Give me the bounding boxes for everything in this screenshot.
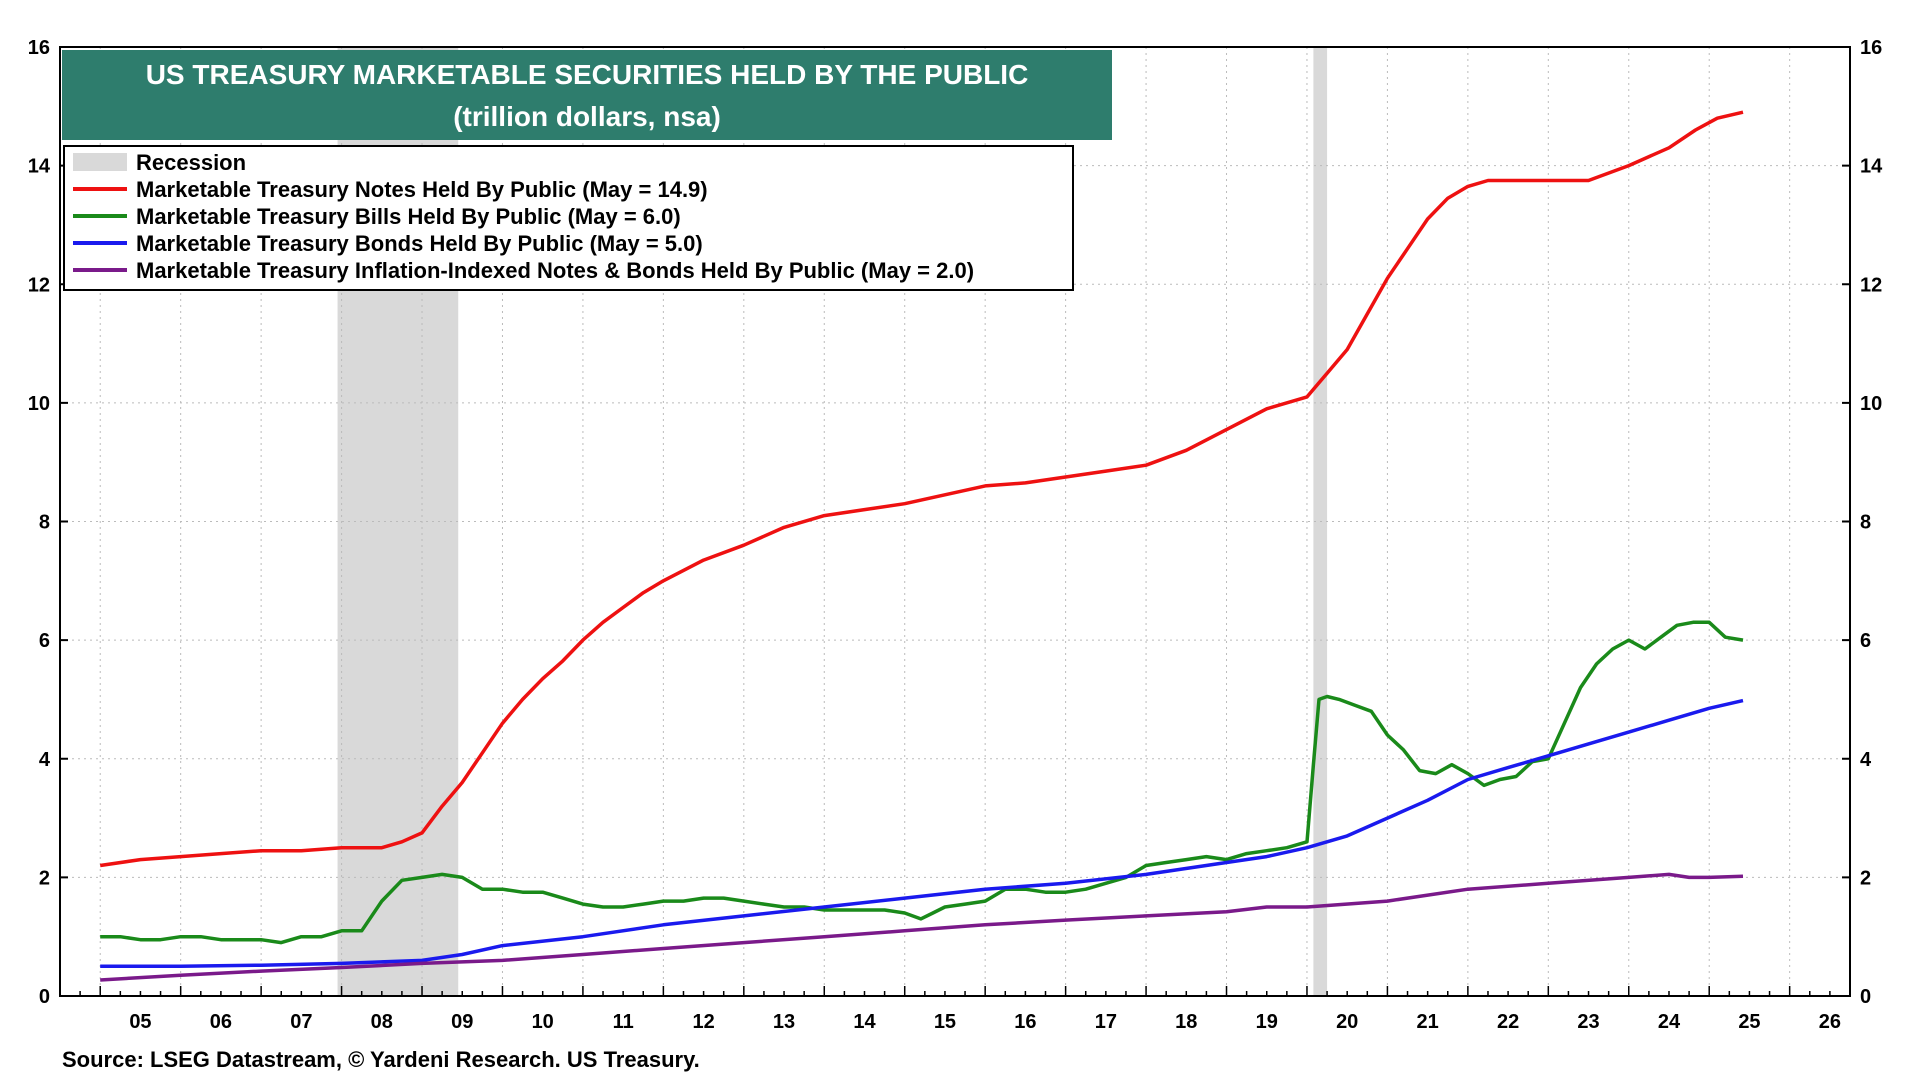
x-tick-label: 26 <box>1819 1011 1841 1033</box>
x-tick-label: 09 <box>451 1011 473 1033</box>
x-tick-label: 10 <box>532 1011 554 1033</box>
y-tick-label-right: 10 <box>1860 393 1882 415</box>
x-tick-label: 05 <box>129 1011 151 1033</box>
y-tick-label-right: 14 <box>1860 156 1883 178</box>
chart-title: US TREASURY MARKETABLE SECURITIES HELD B… <box>146 59 1029 90</box>
y-tick-label-right: 4 <box>1860 749 1872 771</box>
y-tick-label-left: 2 <box>39 867 50 889</box>
source-note: Source: LSEG Datastream, © Yardeni Resea… <box>62 1047 700 1072</box>
legend-label-notes: Marketable Treasury Notes Held By Public… <box>136 177 708 202</box>
gridlines <box>60 47 1850 996</box>
y-tick-label-right: 12 <box>1860 274 1882 296</box>
chart-subtitle: (trillion dollars, nsa) <box>453 101 721 132</box>
x-tick-label: 19 <box>1256 1011 1278 1033</box>
legend-label-recession: Recession <box>136 150 246 175</box>
x-tick-label: 20 <box>1336 1011 1358 1033</box>
y-tick-label-left: 16 <box>28 37 50 59</box>
x-tick-label: 14 <box>853 1011 876 1033</box>
legend-label-bills: Marketable Treasury Bills Held By Public… <box>136 204 681 229</box>
x-tick-label: 16 <box>1014 1011 1036 1033</box>
y-tick-label-left: 12 <box>28 274 50 296</box>
x-tick-label: 25 <box>1738 1011 1760 1033</box>
y-tick-label-left: 14 <box>28 156 51 178</box>
x-tick-label: 07 <box>290 1011 312 1033</box>
x-tick-label: 22 <box>1497 1011 1519 1033</box>
legend: Recession Marketable Treasury Notes Held… <box>63 145 1074 291</box>
y-tick-label-right: 2 <box>1860 867 1871 889</box>
x-tick-label: 08 <box>371 1011 393 1033</box>
x-tick-label: 13 <box>773 1011 795 1033</box>
title-box: US TREASURY MARKETABLE SECURITIES HELD B… <box>62 50 1112 140</box>
x-tick-label: 06 <box>210 1011 232 1033</box>
legend-label-bonds: Marketable Treasury Bonds Held By Public… <box>136 231 703 256</box>
series-line-3 <box>100 872 1744 982</box>
y-tick-label-right: 8 <box>1860 512 1871 534</box>
x-tick-label: 12 <box>692 1011 714 1033</box>
y-tick-label-right: 6 <box>1860 630 1871 652</box>
series-line-1 <box>100 620 1744 945</box>
series-lines <box>99 110 1744 982</box>
legend-swatch-recession <box>73 153 127 171</box>
series-line-0 <box>99 110 1744 868</box>
x-tick-label: 21 <box>1417 1011 1439 1033</box>
series-line-2 <box>100 698 1744 969</box>
y-tick-label-left: 4 <box>39 749 51 771</box>
y-tick-label-left: 6 <box>39 630 50 652</box>
y-tick-label-left: 0 <box>39 986 50 1008</box>
y-tick-label-left: 8 <box>39 512 50 534</box>
x-tick-label: 11 <box>613 1011 634 1033</box>
x-tick-label: 17 <box>1095 1011 1117 1033</box>
x-tick-label: 15 <box>934 1011 956 1033</box>
y-tick-label-right: 16 <box>1860 37 1882 59</box>
x-tick-label: 18 <box>1175 1011 1197 1033</box>
x-tick-label: 24 <box>1658 1011 1681 1033</box>
y-tick-label-right: 0 <box>1860 986 1871 1008</box>
x-tick-label: 23 <box>1577 1011 1599 1033</box>
y-tick-label-left: 10 <box>28 393 50 415</box>
legend-label-tips: Marketable Treasury Inflation-Indexed No… <box>136 258 974 283</box>
